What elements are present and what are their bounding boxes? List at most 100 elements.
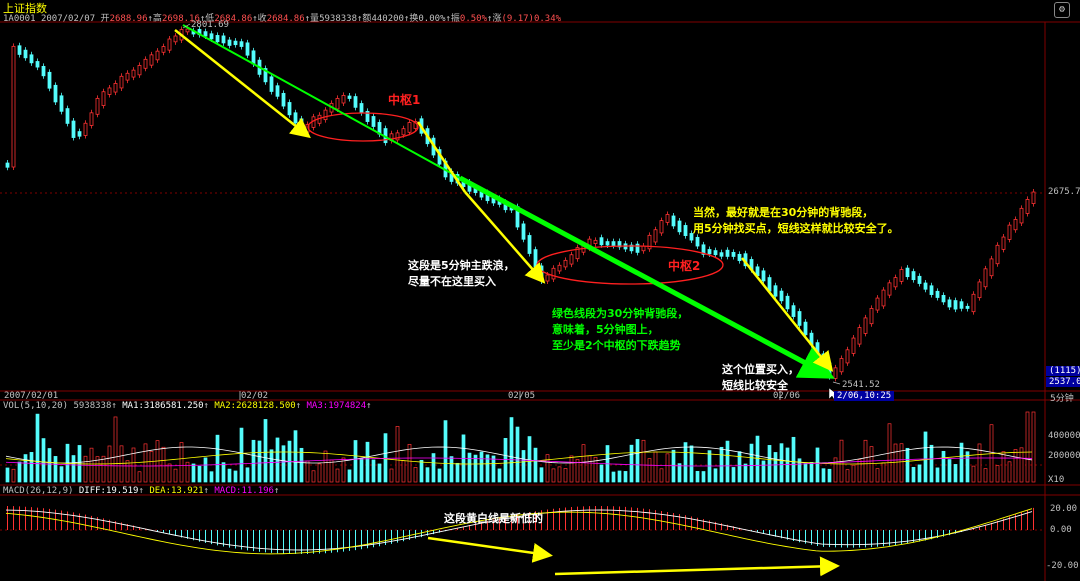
volume-bar — [95, 456, 100, 483]
candle-body — [59, 95, 64, 112]
volume-bar — [629, 444, 634, 483]
settings-icon[interactable]: ⚙ — [1054, 2, 1070, 18]
candle-body — [557, 264, 562, 272]
volume-bar — [683, 442, 688, 483]
volume-bar — [173, 468, 178, 483]
volume-bar — [791, 436, 796, 483]
volume-bar — [167, 463, 172, 483]
candle-body — [335, 98, 340, 110]
volume-bar — [395, 426, 400, 483]
candle-body — [251, 50, 256, 65]
volume-bar — [59, 466, 64, 483]
candle-body — [989, 258, 994, 277]
candle-body — [785, 295, 790, 310]
amount-value: 440200 — [371, 14, 404, 24]
date-label-2: 02/02 — [241, 391, 269, 401]
candle-body — [1031, 191, 1036, 204]
volume-bar — [953, 464, 958, 483]
close-value: 2684.86 — [266, 14, 305, 24]
volume-bar — [659, 468, 664, 483]
volume-bar — [23, 454, 28, 483]
annotation-buy-position: 这个位置买入， 短线比较安全 — [722, 363, 799, 392]
candle-body — [647, 234, 652, 250]
volume-bar — [149, 451, 154, 483]
candle-body — [245, 42, 250, 56]
candle-body — [713, 250, 718, 256]
candle-body — [959, 301, 964, 309]
candle-body — [125, 72, 130, 81]
volume-bar — [809, 462, 814, 483]
volume-bar — [305, 460, 310, 483]
candle-body — [593, 239, 598, 244]
candle-body — [569, 254, 574, 265]
volume-bar — [293, 430, 298, 483]
volume-bar — [245, 467, 250, 483]
candle-body — [89, 112, 94, 126]
right-price-badge: 2537.08 — [1046, 377, 1080, 387]
candle-body — [203, 31, 208, 37]
volume-bar — [959, 442, 964, 483]
volume-bar — [653, 451, 658, 483]
volume-bar — [53, 456, 58, 483]
quote-info-bar: 1A0001 2007/02/07 开2688.96↑高2698.16↑低268… — [3, 14, 562, 24]
candle-body — [779, 290, 784, 302]
high-marker-line — [182, 23, 191, 29]
candle-body — [281, 92, 286, 107]
candle-body — [311, 116, 316, 128]
volume-bar — [851, 464, 856, 483]
volume-bar — [977, 443, 982, 483]
volume-bar — [623, 471, 628, 483]
volume-bar — [311, 470, 316, 483]
volume-bar — [425, 467, 430, 483]
high-mark-label: 2801.69 — [191, 20, 229, 30]
volume-bar — [785, 447, 790, 483]
volume-bar — [647, 458, 652, 483]
volume-bar — [17, 461, 22, 483]
annotation-best-buy: 当然，最好就是在30分钟的背驰段， 用5分钟找买点，短线这样就比较安全了。 — [693, 206, 899, 235]
change-value: (9.17)0.34% — [501, 14, 562, 24]
candle-body — [845, 349, 850, 364]
zhongshu1-ellipse — [307, 112, 419, 142]
period-label[interactable]: 5分钟 — [1050, 394, 1074, 404]
volume-bar — [611, 471, 616, 483]
volume-bar — [29, 452, 34, 483]
candle-body — [851, 337, 856, 354]
candle-body — [11, 45, 16, 168]
volume-ma1-line — [5, 446, 1033, 464]
candle-body — [947, 299, 952, 308]
volume-bar — [1031, 411, 1036, 483]
volume-bar — [701, 471, 706, 483]
candle-body — [239, 41, 244, 47]
candle-body — [935, 290, 940, 298]
volume-bar — [941, 450, 946, 483]
volume-bar — [233, 470, 238, 483]
candle-body — [995, 244, 1000, 265]
volume-bar — [581, 444, 586, 483]
volume-bar — [731, 467, 736, 483]
candle-body — [263, 68, 268, 83]
volume-bar — [857, 459, 862, 483]
candle-body — [731, 251, 736, 257]
volume-bar — [377, 463, 382, 483]
candle-body — [365, 110, 370, 122]
volume-ma2-line — [5, 451, 1033, 465]
candle-body — [893, 277, 898, 288]
volume-bar — [47, 448, 52, 483]
volume-bar — [827, 468, 832, 483]
volume-bar — [71, 455, 76, 483]
volume-bar — [113, 416, 118, 483]
candle-body — [671, 215, 676, 227]
macd-diff-line — [5, 509, 1033, 551]
candle-body — [983, 268, 988, 288]
candle-body — [917, 275, 922, 284]
candle-body — [221, 35, 226, 44]
volume-bar — [761, 460, 766, 483]
candle-body — [155, 50, 160, 61]
candle-body — [173, 35, 178, 43]
macd-dea-line — [5, 508, 1033, 555]
annotation-main-drop: 这段是5分钟主跌浪， 尽量不在这里买入 — [408, 259, 515, 288]
volume-bar — [635, 439, 640, 483]
candle-body — [347, 95, 352, 99]
candle-body — [839, 358, 844, 373]
